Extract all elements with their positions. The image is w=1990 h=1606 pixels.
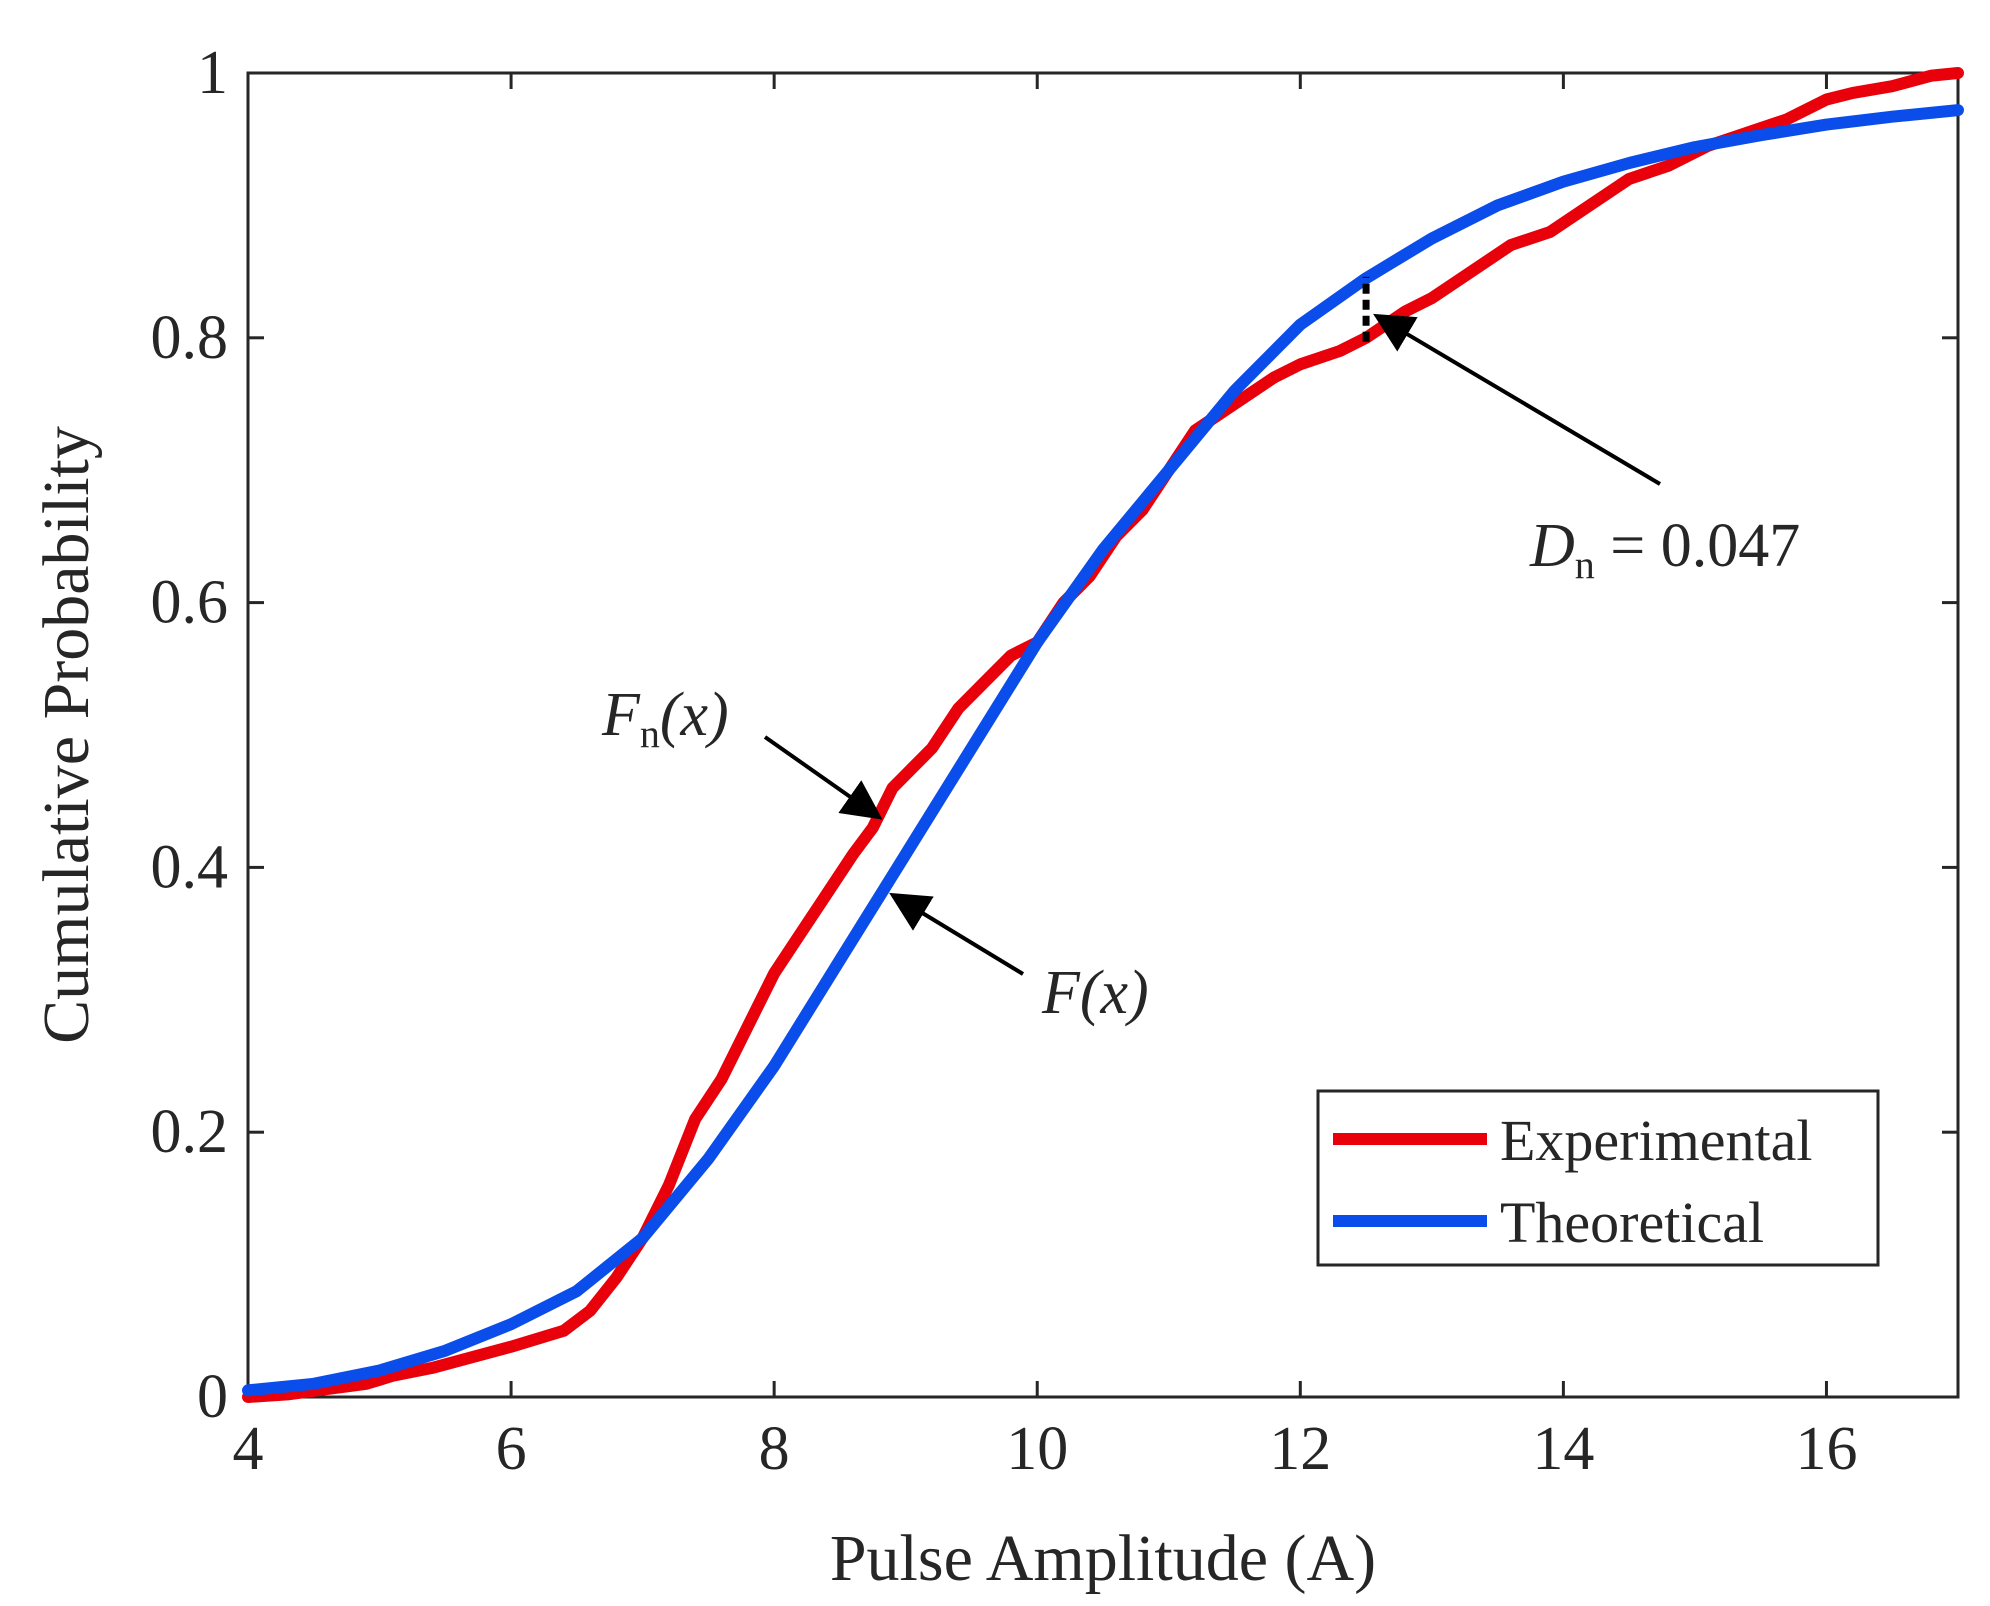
x-tick-label: 8 — [759, 1415, 790, 1483]
y-axis-label: Cumulative Probability — [30, 426, 103, 1044]
y-tick-label: 1 — [197, 39, 228, 107]
dn-annotation-value: = 0.047 — [1595, 512, 1800, 580]
y-tick-label: 0.6 — [151, 569, 229, 637]
fn-arrow — [763, 735, 883, 820]
x-tick-label: 14 — [1532, 1415, 1594, 1483]
fn-annotation-symbol: F — [601, 681, 641, 749]
series-line-theoretical — [242, 104, 1964, 1397]
legend-box — [1316, 1089, 1880, 1267]
x-axis-label: Pulse Amplitude (A) — [830, 1522, 1376, 1595]
series-line-experimental — [242, 67, 1964, 1403]
legend-label-experimental: Experimental — [1500, 1108, 1812, 1173]
fn-annotation-subscript: n — [640, 711, 660, 756]
dn-annotation-symbol: D — [1529, 512, 1575, 580]
dn-arrow — [1373, 313, 1662, 486]
y-tick-label: 0 — [197, 1363, 228, 1431]
fn-annotation-arg: (x) — [660, 681, 729, 749]
f-arrow — [889, 892, 1025, 976]
dn-annotation-subscript: n — [1575, 542, 1595, 587]
y-tick-label: 0.8 — [151, 304, 229, 372]
fn-annotation: Fn(x) — [601, 681, 729, 756]
x-tick-label: 6 — [496, 1415, 527, 1483]
x-tick-label: 4 — [233, 1415, 264, 1483]
annotation-arrows — [763, 313, 1662, 976]
f-annotation-arg: (x) — [1080, 959, 1149, 1027]
x-tick-label: 12 — [1269, 1415, 1331, 1483]
axis-tick-labels: 4 6 8 10 12 14 16 0 0.2 0.4 0.6 0.8 1 — [151, 39, 1858, 1483]
f-annotation-symbol: F — [1041, 959, 1081, 1027]
x-tick-label: 16 — [1795, 1415, 1857, 1483]
legend-label-theoretical: Theoretical — [1500, 1190, 1764, 1255]
x-tick-label: 10 — [1006, 1415, 1068, 1483]
y-tick-label: 0.4 — [151, 833, 229, 901]
axis-ticks — [246, 71, 1958, 1399]
series-layer — [242, 67, 1964, 1403]
y-tick-label: 0.2 — [151, 1098, 229, 1166]
dn-annotation: Dn = 0.047 — [1529, 512, 1800, 587]
legend: Experimental Theoretical — [1316, 1089, 1880, 1267]
f-annotation: F(x) — [1041, 959, 1149, 1027]
